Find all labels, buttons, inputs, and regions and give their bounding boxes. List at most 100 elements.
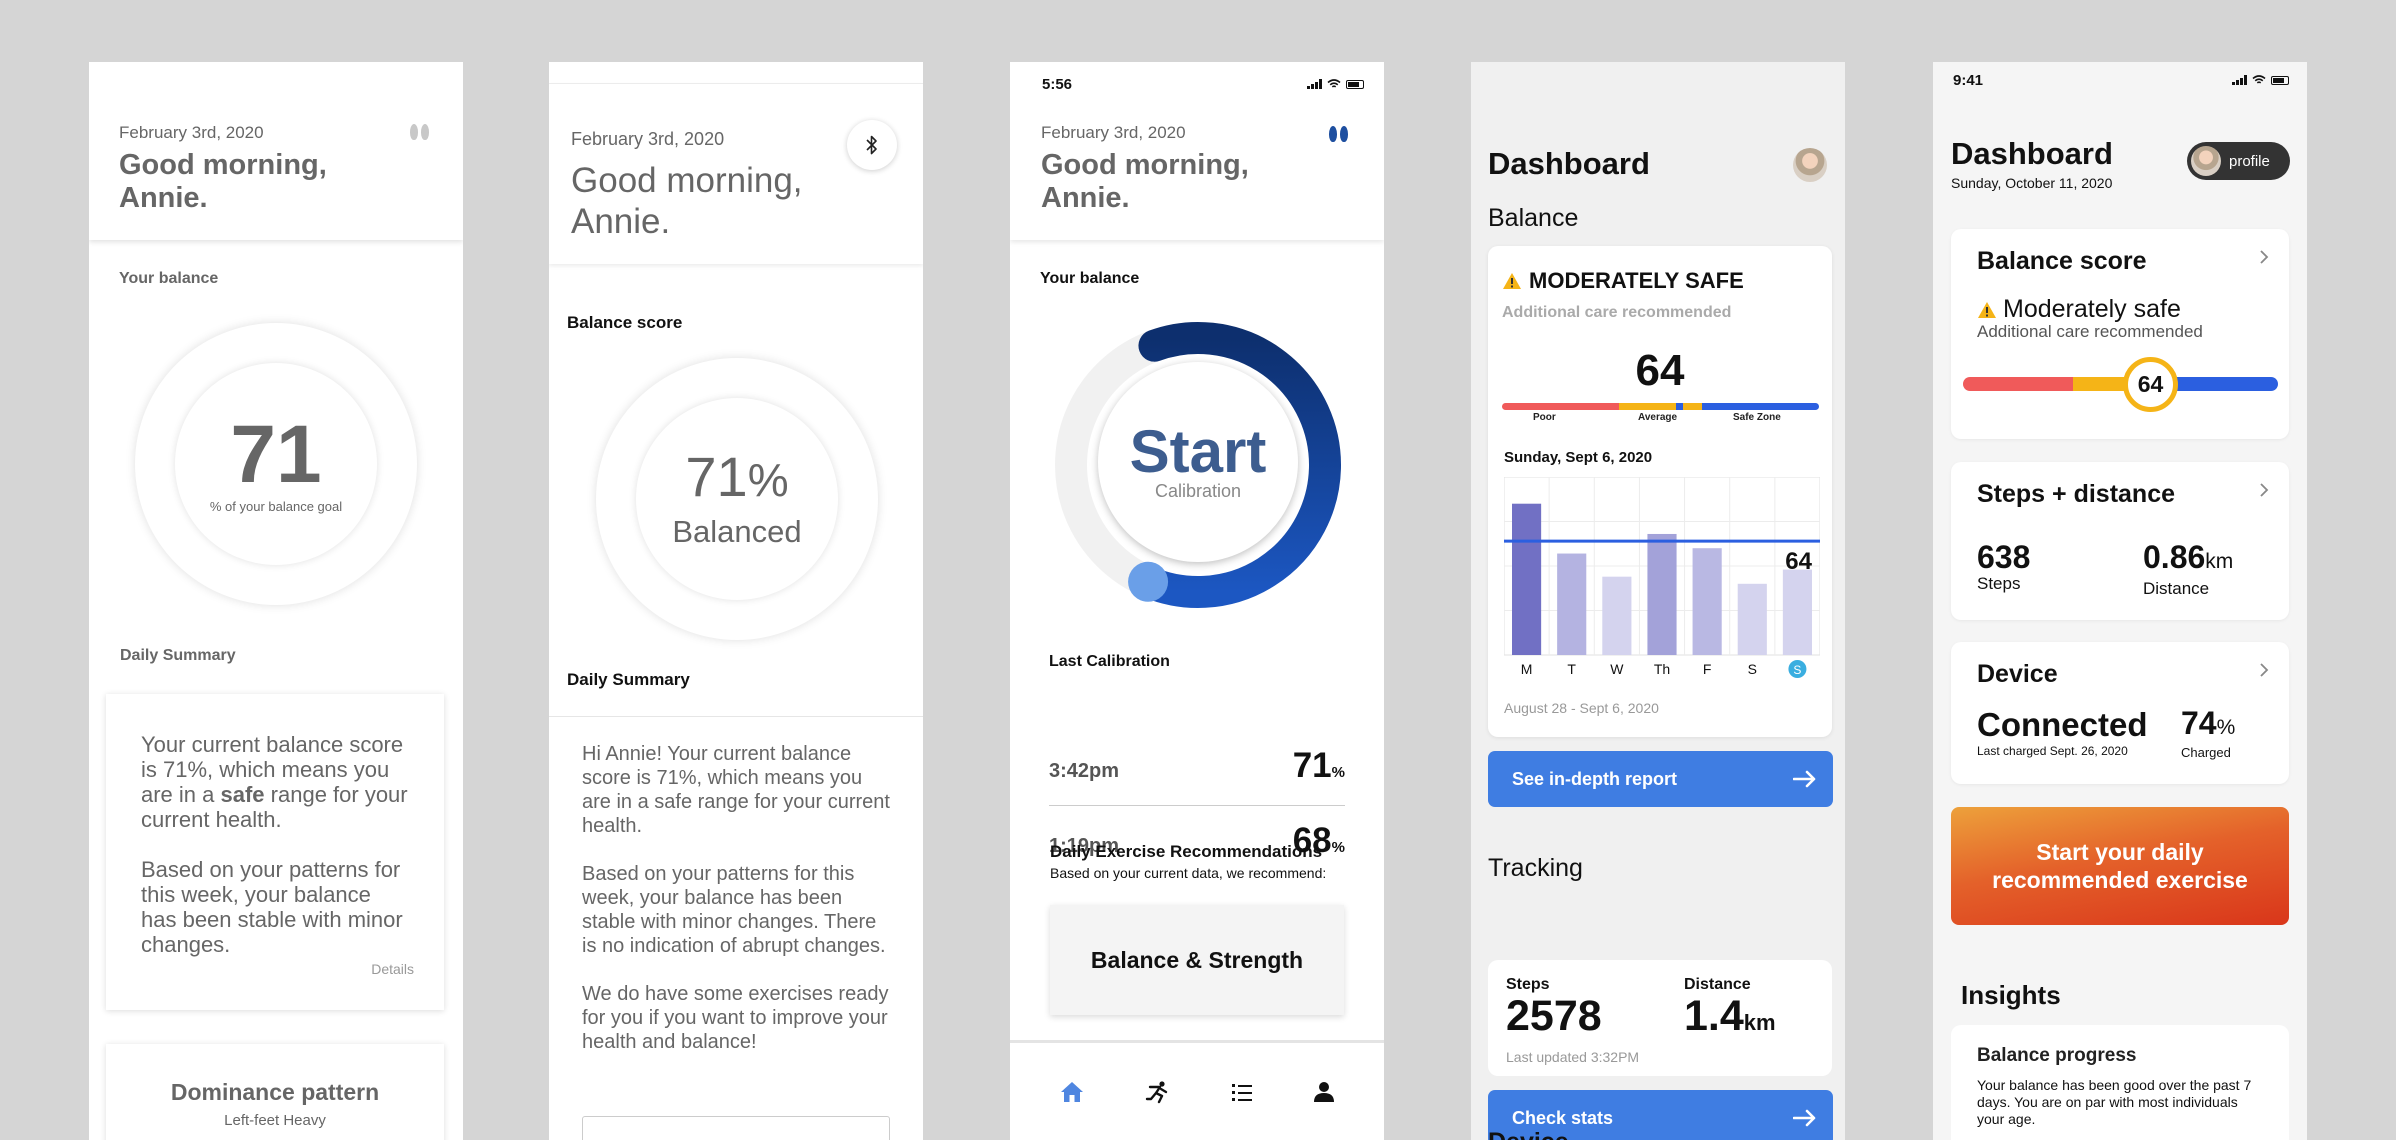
dominance-card[interactable]: Dominance pattern Left-feet Heavy [106,1044,444,1140]
start-exercise-banner[interactable]: Start your daily recommended exercise [1951,807,2289,925]
see-report-button[interactable]: See in-depth report [1488,751,1833,807]
dominance-title: Dominance pattern [170,1079,380,1105]
daily-summary-label: Daily Summary [567,670,690,689]
chart-day-label-2: W [1610,661,1624,677]
home-icon[interactable] [1060,1081,1084,1103]
screen-dashboard-v2: 9:41 Dashboard Sunday, October 11, 2020 … [1933,62,2307,1140]
balance-label: Your balance [119,270,219,287]
feet-icon[interactable] [1329,126,1348,142]
score-caption: % of your balance goal [209,498,343,514]
chart-day-label-4: F [1703,661,1712,677]
balanced-label: Balanced [672,513,802,549]
tracking-card: Steps 2578 Distance 1.4km Last updated 3… [1488,960,1832,1076]
gauge-handle [1128,561,1169,602]
battery-icon [1346,79,1364,89]
greeting: Good morning, Annie. [1041,149,1249,214]
exercise-recommendations: Daily Exercise Recommendations Based on … [1050,842,1327,881]
balance-score-label: Balance score [567,313,683,332]
details-link[interactable]: Details [371,961,414,977]
distance-label: Distance [2143,579,2210,598]
start-calibration-button[interactable]: Start Calibration [1098,362,1298,562]
battery-label: Charged [2181,745,2231,760]
wifi-icon [1327,79,1341,88]
chart-day-label-5: S [1748,661,1757,677]
avatar [2191,146,2221,176]
battery-value: 74% [2181,705,2236,741]
balance-subtitle: Additional care recommended [1977,322,2203,341]
insight-body: Your balance has been good over the past… [1977,1077,2252,1127]
chevron-right-icon [2260,483,2269,497]
check-stats-button[interactable]: Check stats [1488,1090,1833,1140]
last-updated: Last updated 3:32PM [1506,1049,1640,1065]
distance-value: 0.86km [2143,539,2234,575]
arrow-right-icon [1793,770,1816,788]
steps-value: 638 [1977,539,2031,575]
summary-paragraph: Your current balance score is 71%, which… [141,732,408,832]
arrow-right-icon [1793,1109,1816,1127]
balance-section-title: Balance [1488,204,1579,232]
profile-button[interactable]: profile [2187,142,2290,180]
steps-label: Steps [1977,574,2021,593]
chart-bar-5 [1737,583,1767,655]
status-icons [1307,79,1364,89]
header: February 3rd, 2020 Good morning, Annie. [549,84,923,264]
device-status: Connected [1977,706,2148,743]
list-icon[interactable] [1231,1082,1253,1102]
warning-icon [1978,301,1996,318]
exercise-button[interactable] [582,1116,890,1140]
chart-bar-2 [1602,576,1632,655]
tracking-section-title: Tracking [1488,854,1583,882]
calibration-row: 1:19pm 68% [1049,821,1345,860]
greeting: Good morning, Annie. [119,149,327,214]
balance-ring: 71% Balanced [596,358,878,640]
avatar[interactable] [1793,148,1827,182]
chart-day-label-1: T [1567,661,1576,677]
weekly-balance-chart: M T W Th F S S 64 [1504,477,1820,678]
distance-label: Distance [1684,976,1751,993]
screen-balance-score: February 3rd, 2020 Good morning, Annie. … [549,62,923,1140]
warning-icon [1503,273,1521,289]
steps-distance-card[interactable]: Steps + distance 638 Steps 0.86km Distan… [1951,462,2289,620]
gauge-progress [1132,322,1341,608]
threshold-label: 64 [1785,548,1812,575]
wifi-icon [2252,75,2266,84]
bluetooth-button[interactable] [847,120,897,170]
scale-label-poor: Poor [1533,412,1556,423]
date-label: February 3rd, 2020 [571,129,725,149]
page-title: Dashboard [1951,136,2113,171]
start-label: Start [1129,417,1267,485]
summary-text: Hi Annie! Your current balance score is … [582,743,890,1053]
score-indicator: 64 [2123,357,2178,412]
battery-icon [2271,75,2289,85]
today-marker [1788,660,1807,678]
chevron-right-icon [2260,663,2269,677]
exercise-icon[interactable] [1145,1080,1171,1104]
calibration-row: 3:42pm 71% [1049,746,1345,785]
balance-percent: 71% [685,444,789,508]
balance-status: Moderately safe [1977,295,2181,324]
signal-icon [2232,75,2247,85]
bluetooth-icon [866,135,877,155]
profile-icon[interactable] [1313,1081,1334,1103]
steps-value: 2578 [1506,992,1602,1040]
balance-ring: 71 % of your balance goal [135,323,417,605]
date-range: August 28 - Sept 6, 2020 [1504,700,1659,716]
device-card[interactable]: Device Connected Last charged Sept. 26, … [1951,642,2289,784]
balance-card: MODERATELY SAFE Additional care recommen… [1488,246,1832,737]
chart-bar-4 [1692,548,1722,655]
status-time: 9:41 [1953,72,1984,89]
feet-icon[interactable] [410,124,429,140]
date-label: February 3rd, 2020 [119,123,264,142]
balance-strength-card[interactable]: Balance & Strength [1050,905,1344,1015]
last-calibration-label: Last Calibration [1049,653,1170,670]
bottom-nav [1010,1040,1384,1140]
insights-title: Insights [1961,980,2061,1010]
insight-card[interactable]: Balance progress Your balance has been g… [1951,1025,2289,1140]
calibration-gauge[interactable] [1054,321,1342,609]
chart-day-label-0: M [1521,661,1533,677]
calibration-label: Calibration [1154,480,1242,501]
screen-balance-summary: February 3rd, 2020 Good morning, Annie. … [89,62,463,1140]
dominance-subtitle: Left-feet Heavy [224,1112,326,1129]
balance-score-card[interactable]: Balance score Moderately safe Additional… [1951,229,2289,439]
chevron-right-icon [2260,250,2269,264]
